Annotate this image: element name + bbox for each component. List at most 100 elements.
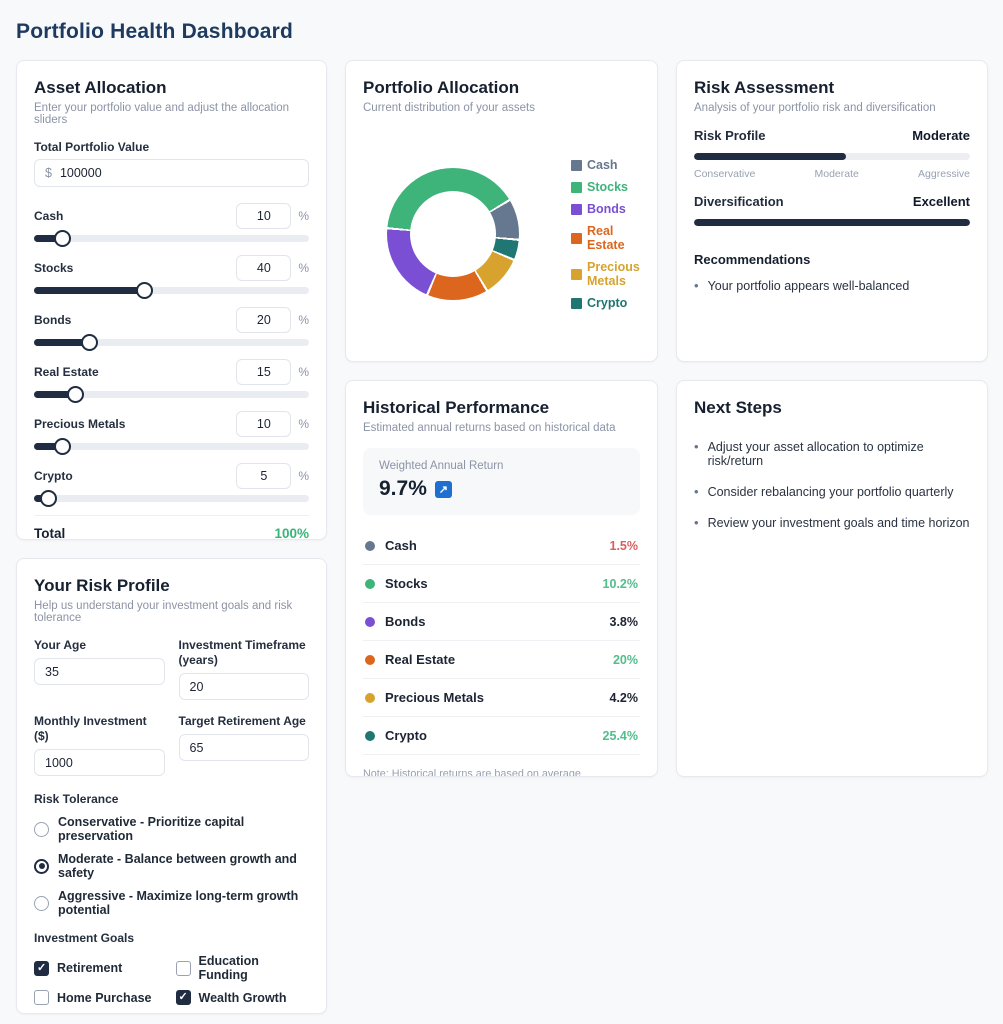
- goal-retirement[interactable]: Retirement: [34, 954, 168, 982]
- crypto-slider[interactable]: [34, 490, 309, 507]
- your-age-label: Your Age: [34, 638, 87, 652]
- radio-moderate-control[interactable]: [34, 858, 49, 874]
- weighted-return-value: 9.7%: [379, 477, 427, 500]
- slider-group-precious-metals: Precious Metals %: [34, 411, 309, 455]
- goal-passive-income[interactable]: Passive Income: [176, 1013, 310, 1014]
- portfolio-value-input[interactable]: [59, 166, 298, 180]
- goal-home-purchase-checkbox[interactable]: [34, 990, 49, 1005]
- legend-swatch-bonds: [571, 203, 582, 215]
- slider-group-bonds: Bonds %: [34, 307, 309, 351]
- legend-item-real-estate[interactable]: Real Estate: [571, 224, 640, 252]
- legend-label-precious-metals: Precious Metals: [587, 260, 640, 288]
- goal-education-funding-label: Education Funding: [198, 954, 259, 982]
- portfolio-value-field[interactable]: $: [34, 159, 309, 187]
- investment-timeframe-input[interactable]: [178, 673, 309, 700]
- bonds-slider[interactable]: [34, 334, 309, 351]
- historical-performance-title: Historical Performance: [363, 398, 550, 417]
- legend-label-bonds: Bonds: [587, 202, 626, 216]
- risk-profile-meter: [694, 153, 970, 160]
- performance-value: 25.4%: [602, 728, 638, 743]
- performance-row-crypto: Crypto 25.4%: [363, 717, 640, 755]
- cash-slider-thumb[interactable]: [53, 230, 71, 247]
- cash-slider[interactable]: [34, 230, 309, 247]
- radio-aggressive-control[interactable]: [34, 895, 49, 911]
- next-step-item: • Review your investment goals and time …: [694, 516, 970, 530]
- goal-education-funding[interactable]: Education Funding: [175, 954, 310, 982]
- risk-profile-subtitle: Help us understand your investment goals…: [34, 600, 293, 624]
- radio-moderate[interactable]: Moderate - Balance between growth and sa…: [34, 852, 309, 880]
- scale-moderate: Moderate: [814, 168, 859, 180]
- goal-wealth-preservation[interactable]: Wealth Preservation: [34, 1013, 168, 1014]
- stocks-slider[interactable]: [34, 282, 309, 299]
- total-value: 100%: [274, 526, 309, 540]
- next-steps-title: Next Steps: [694, 398, 782, 417]
- slider-label-precious-metals: Precious Metals: [34, 417, 126, 431]
- goal-education-funding-checkbox[interactable]: [175, 960, 191, 976]
- risk-profile-meter-label: Risk Profile: [694, 128, 766, 143]
- monthly-investment-label: Monthly Investment ($): [34, 714, 147, 743]
- crypto-dot-icon: [365, 730, 375, 741]
- precious-metals-percent-input[interactable]: [236, 411, 292, 437]
- radio-aggressive[interactable]: Aggressive - Maximize long-term growth p…: [34, 889, 309, 917]
- performance-name: Cash: [385, 538, 417, 553]
- bullet-icon: •: [694, 515, 699, 530]
- stocks-slider-thumb[interactable]: [136, 282, 153, 299]
- performance-name: Stocks: [385, 576, 428, 591]
- cash-percent-input[interactable]: [236, 203, 292, 229]
- legend-item-bonds[interactable]: Bonds: [571, 202, 640, 216]
- target-retirement-age-input[interactable]: [178, 734, 309, 761]
- performance-name: Bonds: [385, 614, 426, 629]
- diversification-meter-fill: [694, 219, 970, 226]
- field-target-retirement-age: Target Retirement Age: [178, 714, 309, 776]
- bullet-icon: •: [694, 484, 699, 499]
- slider-label-cash: Cash: [34, 209, 64, 223]
- your-age-input[interactable]: [34, 658, 165, 685]
- risk-profile-fields: Your Age Investment Timeframe (years) Mo…: [34, 638, 309, 776]
- goal-wealth-growth[interactable]: Wealth Growth: [175, 990, 310, 1005]
- asset-allocation-title: Asset Allocation: [34, 78, 167, 97]
- portfolio-value-label: Total Portfolio Value: [34, 140, 150, 154]
- legend-item-stocks[interactable]: Stocks: [571, 180, 640, 194]
- precious-metals-dot-icon: [365, 692, 375, 703]
- precious-metals-slider[interactable]: [34, 438, 309, 455]
- monthly-investment-input[interactable]: [34, 749, 165, 776]
- legend-item-cash[interactable]: Cash: [571, 158, 640, 172]
- real-estate-slider-thumb[interactable]: [67, 386, 85, 403]
- legend-item-crypto[interactable]: Crypto: [571, 296, 640, 310]
- legend-label-crypto: Crypto: [587, 296, 628, 310]
- performance-name: Real Estate: [385, 652, 456, 667]
- legend-swatch-precious-metals: [571, 268, 582, 280]
- precious-metals-slider-thumb[interactable]: [53, 438, 71, 455]
- portfolio-allocation-card: Portfolio Allocation Current distributio…: [345, 60, 658, 362]
- next-step-text: Adjust your asset allocation to optimize…: [707, 440, 924, 468]
- performance-value: 3.8%: [609, 614, 639, 629]
- next-step-text: Consider rebalancing your portfolio quar…: [707, 485, 954, 499]
- dashboard-grid: Asset Allocation Enter your portfolio va…: [16, 60, 988, 1014]
- field-monthly-investment: Monthly Investment ($): [34, 714, 165, 776]
- goal-home-purchase[interactable]: Home Purchase: [34, 990, 168, 1005]
- next-steps-list: • Adjust your asset allocation to optimi…: [694, 440, 970, 530]
- goal-wealth-growth-checkbox[interactable]: [175, 990, 191, 1005]
- real-estate-percent-input[interactable]: [236, 359, 292, 385]
- radio-conservative[interactable]: Conservative - Prioritize capital preser…: [34, 815, 309, 843]
- risk-scale-labels: Conservative Moderate Aggressive: [694, 168, 970, 180]
- recommendation-text: Your portfolio appears well-balanced: [707, 279, 910, 293]
- diversification-row: Diversification Excellent: [694, 194, 970, 209]
- historical-performance-subtitle: Estimated annual returns based on histor…: [363, 422, 616, 434]
- left-column: Asset Allocation Enter your portfolio va…: [16, 60, 327, 1014]
- bonds-slider-thumb[interactable]: [81, 334, 98, 351]
- stocks-percent-input[interactable]: [236, 255, 292, 281]
- crypto-slider-thumb[interactable]: [39, 490, 57, 507]
- goal-retirement-label: Retirement: [57, 961, 123, 975]
- performance-value: 10.2%: [602, 576, 638, 591]
- bonds-percent-input[interactable]: [236, 307, 292, 333]
- cash-dot-icon: [365, 540, 375, 551]
- goal-retirement-checkbox[interactable]: [34, 960, 49, 976]
- investment-goals-grid: Retirement Education Funding Home Purcha…: [34, 954, 310, 1014]
- crypto-percent-input[interactable]: [236, 463, 292, 489]
- real-estate-slider[interactable]: [34, 386, 309, 403]
- radio-conservative-control[interactable]: [34, 821, 49, 837]
- legend-swatch-crypto: [571, 297, 582, 309]
- risk-profile-title: Your Risk Profile: [34, 576, 170, 595]
- legend-item-precious-metals[interactable]: Precious Metals: [571, 260, 640, 288]
